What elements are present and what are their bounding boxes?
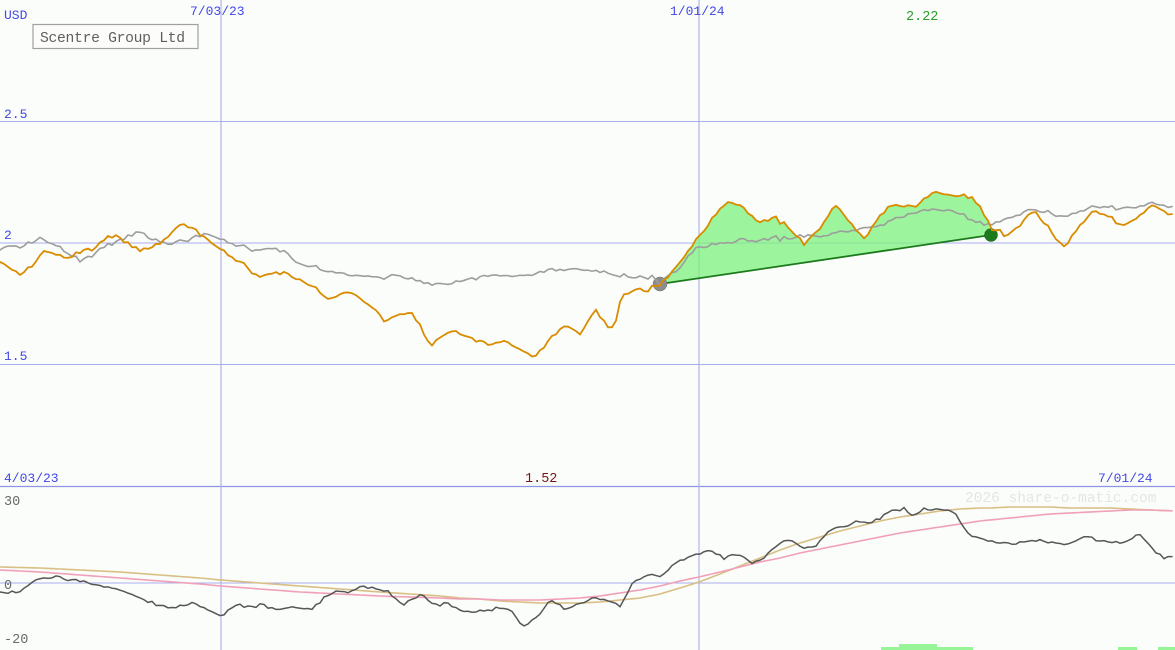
svg-text:1.5: 1.5 <box>4 349 27 364</box>
svg-text:2026 share-o-matic.com: 2026 share-o-matic.com <box>965 491 1156 507</box>
svg-text:USD: USD <box>4 8 28 23</box>
svg-text:4/03/23: 4/03/23 <box>4 471 59 486</box>
svg-text:-20: -20 <box>4 633 28 648</box>
svg-text:Scentre Group Ltd: Scentre Group Ltd <box>40 31 185 47</box>
svg-text:30: 30 <box>4 495 20 510</box>
svg-text:1.52: 1.52 <box>525 472 557 487</box>
svg-text:1/01/24: 1/01/24 <box>670 4 725 19</box>
svg-text:2: 2 <box>4 228 12 243</box>
svg-text:7/01/24: 7/01/24 <box>1098 471 1153 486</box>
svg-text:2.5: 2.5 <box>4 107 27 122</box>
svg-text:0: 0 <box>4 579 12 594</box>
svg-text:7/03/23: 7/03/23 <box>190 4 245 19</box>
svg-text:2.22: 2.22 <box>906 10 938 25</box>
